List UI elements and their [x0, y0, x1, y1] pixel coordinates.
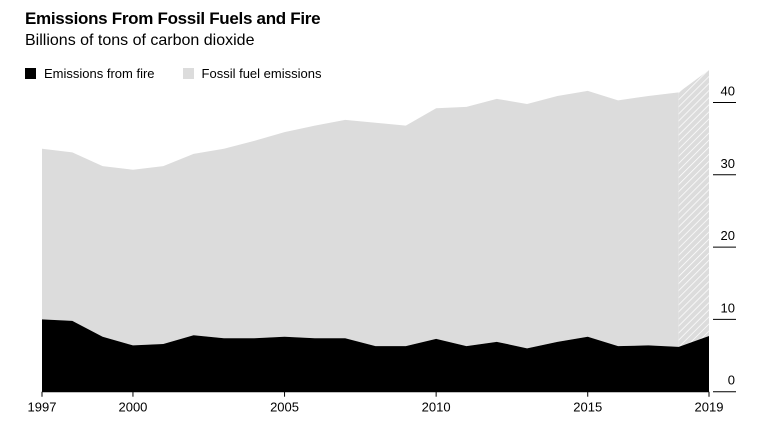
legend-swatch-fire — [25, 68, 36, 79]
x-tick-label: 2000 — [118, 400, 147, 415]
y-tick-label: 0 — [728, 373, 735, 388]
y-tick-label: 30 — [721, 156, 735, 171]
x-tick-label: 2015 — [573, 400, 602, 415]
legend-item-fossil: Fossil fuel emissions — [182, 66, 322, 81]
y-tick-label: 40 — [721, 84, 735, 99]
fossil-fuel-area — [42, 90, 679, 349]
x-tick-label: 2010 — [422, 400, 451, 415]
x-tick-label: 2019 — [695, 400, 724, 415]
legend: Emissions from fire Fossil fuel emission… — [25, 66, 321, 81]
y-tick-label: 10 — [721, 300, 735, 315]
x-tick-label: 1997 — [28, 400, 57, 415]
legend-item-fire: Emissions from fire — [25, 66, 155, 81]
fossil-fuel-projected-area — [678, 69, 709, 347]
x-tick-label: 2005 — [270, 400, 299, 415]
legend-swatch-fossil — [182, 68, 194, 79]
y-tick-label: 20 — [721, 228, 735, 243]
fire-area — [42, 319, 709, 392]
chart-subtitle: Billions of tons of carbon dioxide — [25, 32, 255, 49]
chart-title: Emissions From Fossil Fuels and Fire — [25, 9, 321, 28]
legend-label-fossil: Fossil fuel emissions — [201, 66, 322, 81]
legend-label-fire: Emissions from fire — [44, 66, 155, 81]
